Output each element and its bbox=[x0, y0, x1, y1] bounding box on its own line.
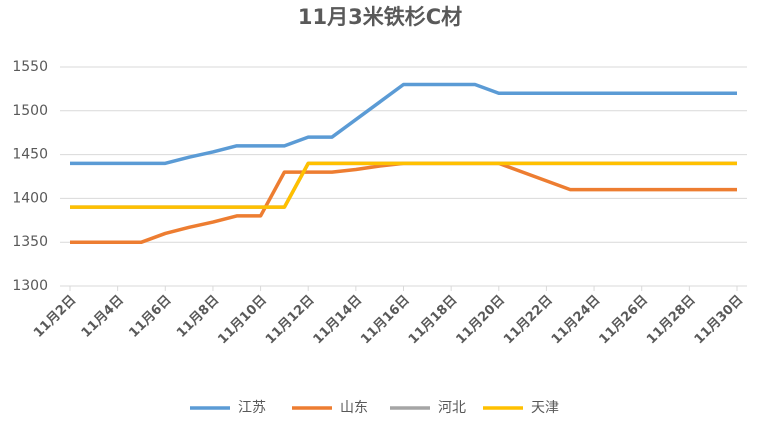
x-tick-label: 11月10日 bbox=[215, 293, 270, 348]
x-tick-label: 11月28日 bbox=[644, 293, 699, 348]
y-tick-label: 1500 bbox=[12, 103, 48, 119]
y-tick-label: 1450 bbox=[12, 147, 48, 163]
x-tick-label: 11月24日 bbox=[549, 293, 604, 348]
legend-label: 江苏 bbox=[238, 400, 266, 416]
y-tick-label: 1550 bbox=[12, 59, 48, 75]
x-tick-label: 11月18日 bbox=[406, 293, 461, 348]
x-tick-label: 11月6日 bbox=[126, 293, 174, 341]
legend-label: 山东 bbox=[340, 400, 368, 416]
x-tick-label: 11月26日 bbox=[596, 293, 651, 348]
x-tick-label: 11月2日 bbox=[31, 293, 79, 341]
x-tick-label: 11月22日 bbox=[501, 293, 556, 348]
series-line bbox=[70, 161, 737, 244]
y-tick-label: 1350 bbox=[12, 234, 48, 250]
legend-label: 河北 bbox=[438, 400, 466, 416]
x-tick-label: 11月30日 bbox=[692, 293, 747, 348]
chart-title: 11月3米铁杉C材 bbox=[298, 5, 462, 29]
x-tick-label: 11月4日 bbox=[79, 293, 127, 341]
y-tick-label: 1400 bbox=[12, 190, 48, 206]
y-tick-label: 1300 bbox=[12, 278, 48, 294]
x-tick-label: 11月14日 bbox=[311, 293, 366, 348]
x-tick-label: 11月12日 bbox=[263, 293, 318, 348]
series-line bbox=[70, 161, 737, 209]
legend-label: 天津 bbox=[531, 400, 559, 416]
series-line bbox=[70, 161, 737, 209]
x-tick-label: 11月16日 bbox=[358, 293, 413, 348]
x-tick-label: 11月20日 bbox=[454, 293, 509, 348]
x-tick-label: 11月8日 bbox=[174, 293, 222, 341]
series-line bbox=[70, 82, 737, 166]
